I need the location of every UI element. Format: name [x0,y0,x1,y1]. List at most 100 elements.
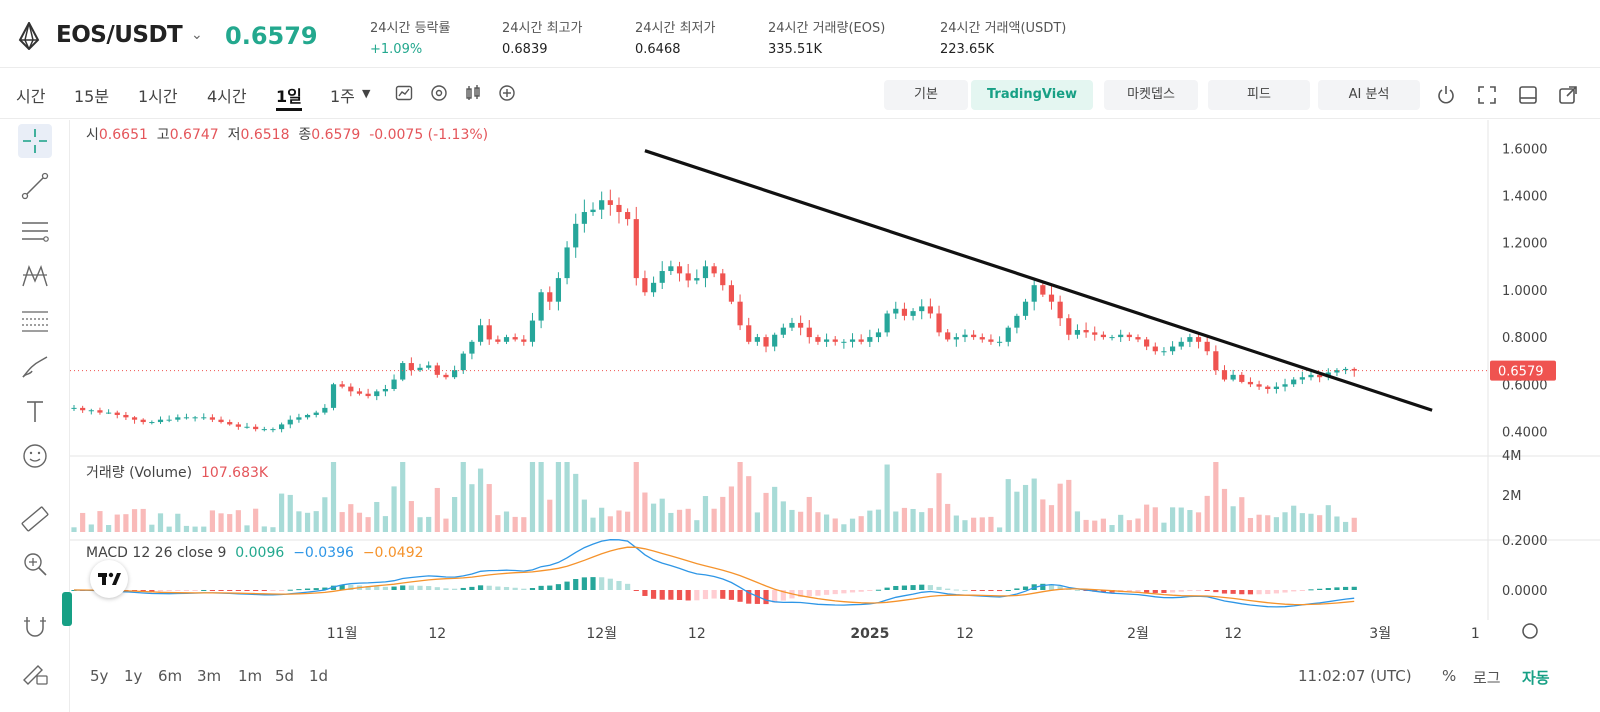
macd-hist-bar [486,585,492,590]
volume-bar [763,492,769,532]
macd-hist-bar [400,585,406,590]
zoom-in-icon[interactable] [18,547,52,581]
share-icon[interactable] [1557,84,1579,106]
fib-tool-icon[interactable] [18,304,52,338]
candle-body [1074,330,1081,335]
macd-hist-bar [573,579,579,590]
range-5d[interactable]: 5d [275,667,295,685]
caret-down-icon[interactable]: ▼ [362,87,371,100]
symbol-selector[interactable]: EOS/USDT [56,22,183,48]
fullscreen-icon[interactable] [1476,84,1498,106]
brush-tool-icon[interactable] [18,349,52,383]
volume-bar [901,507,908,532]
lock-drawing-icon[interactable] [18,654,52,688]
macd-hist-bar [650,590,657,599]
candle-body [97,410,103,413]
tab-timeframe-4h[interactable]: 4시간 [207,87,247,106]
candle-body [261,429,267,431]
volume-bar [1092,520,1098,532]
candle-style-icon[interactable] [463,83,483,103]
stat-low: 24시간 최저가 0.6468 [635,17,715,57]
volume-bar [201,526,207,532]
range-3m[interactable]: 3m [197,667,222,685]
tab-timeframe-1w[interactable]: 1주 [330,87,355,106]
price-tick-label: 1.6000 [1502,142,1548,157]
volume-bar [789,509,795,532]
add-compare-icon[interactable] [497,83,517,103]
range-1d[interactable]: 1d [309,667,329,685]
candle-body [1317,374,1323,378]
ohlc-value: 0.6518 [240,127,290,143]
volume-bar [538,462,544,532]
candle-body [988,339,994,342]
indicator-icon[interactable] [394,83,414,103]
trendline-tool-icon[interactable] [18,169,52,203]
candle-body [581,212,587,224]
layout-icon[interactable] [1517,84,1539,106]
candle-body [477,325,484,342]
view-basic-button[interactable]: 기본 [884,80,968,110]
macd-hist-bar [1100,590,1106,593]
percent-scale-toggle[interactable]: % [1442,667,1457,685]
chevron-down-icon[interactable]: ⌄ [191,27,203,43]
price-chart[interactable]: 1.6000 1.4000 1.2000 1.0000 0.8000 0.6000 0.40… [70,120,1600,655]
tab-timeframe-1d[interactable]: 1일 [276,83,302,111]
candle-body [806,327,812,338]
log-scale-toggle[interactable]: 로그 [1473,669,1501,687]
view-tradingview-button[interactable]: TradingView [971,80,1093,110]
candle-body [140,419,146,423]
candle-body [996,341,1003,343]
text-tool-icon[interactable] [18,394,52,428]
macd-hist-bar [469,586,475,590]
candle-body [1273,386,1279,390]
volume-bar [590,517,596,532]
tradingview-logo[interactable] [90,560,128,598]
emoji-tool-icon[interactable] [18,439,52,473]
candle-body [945,332,951,340]
candle-body [253,426,259,430]
candle-body [304,414,311,418]
volume-bar [192,526,198,532]
candle-body [1118,334,1124,338]
macd-legend: MACD 12 26 close 9 0.0096 −0.0396 −0.049… [86,545,424,561]
crosshair-icon[interactable] [18,124,52,158]
macd-hist-bar [322,587,328,590]
macd-hist-bar [728,590,735,600]
volume-bar [1169,507,1176,532]
range-5y[interactable]: 5y [90,667,109,685]
candle-body [1092,332,1098,335]
ohlc-change: -0.0075 (-1.13%) [369,127,489,143]
range-1y[interactable]: 1y [124,667,143,685]
volume-bar [867,510,873,532]
auto-scale-toggle[interactable]: 자동 [1522,669,1550,687]
drawing-toolbar [0,120,70,712]
tab-timeframe-15m[interactable]: 15분 [74,87,110,106]
volume-bar [529,462,536,532]
candle-body [1265,386,1271,390]
volume-bar [1195,512,1202,532]
view-depth-button[interactable]: 마켓뎁스 [1104,80,1198,110]
volume-bar [235,510,241,532]
range-6m[interactable]: 6m [158,667,183,685]
candle-body [564,247,570,279]
view-ai-button[interactable]: AI 분석 [1318,80,1420,110]
volume-bar [313,511,319,532]
ruler-tool-icon[interactable] [18,502,52,536]
view-feed-button[interactable]: 피드 [1208,80,1310,110]
candle-body [616,204,622,213]
tab-timeframe-time[interactable]: 시간 [16,87,46,106]
axis-settings-icon[interactable] [1522,623,1538,639]
candle-body [971,334,977,338]
settings-icon[interactable] [429,83,449,103]
range-1m[interactable]: 1m [238,667,263,685]
collapse-toolbar-handle[interactable] [62,592,72,626]
magnet-icon[interactable] [18,609,52,643]
macd-hist-bar [201,589,207,591]
time-tick-label: 12월 [586,626,617,642]
utc-clock[interactable]: 11:02:07 (UTC) [1298,667,1412,685]
volume-bar [1161,522,1167,532]
tab-timeframe-1h[interactable]: 1시간 [138,87,178,106]
parallel-lines-icon[interactable] [18,214,52,248]
power-icon[interactable] [1435,84,1457,106]
pattern-tool-icon[interactable] [18,259,52,293]
